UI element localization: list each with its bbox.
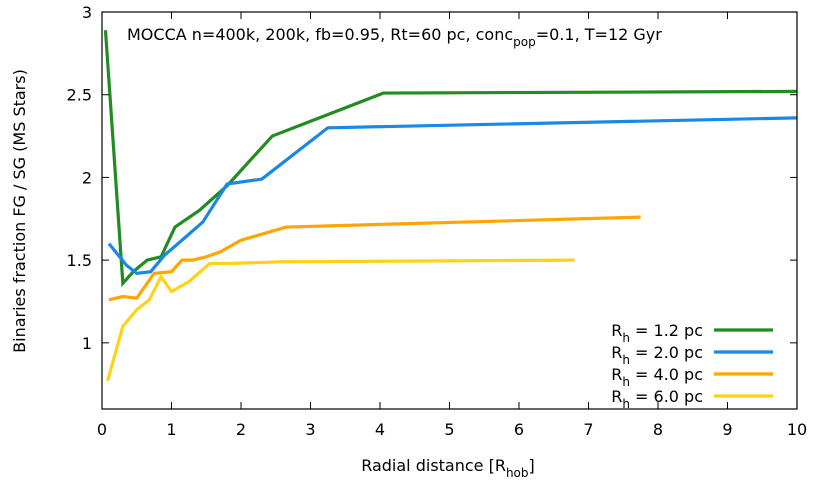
legend-label-subscript: h (622, 353, 630, 367)
legend-label-tail: = 2.0 pc (630, 343, 703, 362)
series-line-2 (107, 116, 798, 276)
y-tick-label: 1.5 (67, 251, 92, 270)
x-axis-label-tail: ] (529, 456, 535, 475)
legend-label-subscript: h (622, 397, 630, 411)
legend-entry-4: Rh = 6.0 pc (611, 387, 773, 411)
legend-label: Rh = 4.0 pc (611, 365, 703, 389)
chart-title-tail: =0.1, T=12 Gyr (536, 25, 663, 44)
legend-label-subscript: h (622, 375, 630, 389)
chart-title-subscript: pop (513, 35, 536, 49)
ticks-layer: 0 1 2 3 4 5 6 7 8 9 10 1 1.5 2 2.5 3 (67, 3, 808, 439)
x-tick-label: 1 (166, 420, 176, 439)
y-axis-label: Binaries fraction FG / SG (MS Stars) (10, 69, 29, 353)
chart-title-main: MOCCA n=400k, 200k, fb=0.95, Rt=60 pc, c… (127, 25, 513, 44)
y-tick-label: 3 (82, 3, 92, 22)
legend-label-subscript: h (622, 331, 630, 345)
series-layer (103, 30, 798, 382)
x-axis-label: Radial distance [Rhob] (361, 456, 535, 480)
legend-label-tail: = 6.0 pc (630, 387, 703, 406)
x-tick-label: 5 (444, 420, 454, 439)
x-tick-label: 8 (653, 420, 663, 439)
series-line-3 (108, 215, 641, 302)
x-tick-label: 2 (236, 420, 246, 439)
series-line-1 (103, 30, 798, 288)
y-tick-label: 2 (82, 168, 92, 187)
legend-entry-3: Rh = 4.0 pc (611, 365, 773, 389)
legend-label: Rh = 1.2 pc (611, 321, 703, 345)
legend-label-main: R (611, 343, 622, 362)
legend-label-tail: = 4.0 pc (630, 365, 703, 384)
x-tick-label: 6 (514, 420, 524, 439)
legend-entry-1: Rh = 1.2 pc (611, 321, 773, 345)
legend-label-main: R (611, 365, 622, 384)
x-tick-label: 7 (583, 420, 593, 439)
legend-label-main: R (611, 387, 622, 406)
chart-title: MOCCA n=400k, 200k, fb=0.95, Rt=60 pc, c… (127, 25, 662, 49)
y-tick-label: 2.5 (67, 86, 92, 105)
x-tick-label: 0 (97, 420, 107, 439)
x-tick-label: 3 (305, 420, 315, 439)
x-tick-label: 9 (722, 420, 732, 439)
x-tick-label: 10 (787, 420, 807, 439)
x-axis-label-main: Radial distance [R (361, 456, 506, 475)
x-tick-label: 4 (375, 420, 385, 439)
legend-label-tail: = 1.2 pc (630, 321, 703, 340)
legend-label: Rh = 2.0 pc (611, 343, 703, 367)
legend-label-main: R (611, 321, 622, 340)
x-axis-label-subscript: hob (506, 466, 529, 480)
y-tick-label: 1 (82, 334, 92, 353)
series-line-4 (106, 258, 575, 382)
legend-entry-2: Rh = 2.0 pc (611, 343, 773, 367)
legend-label: Rh = 6.0 pc (611, 387, 703, 411)
